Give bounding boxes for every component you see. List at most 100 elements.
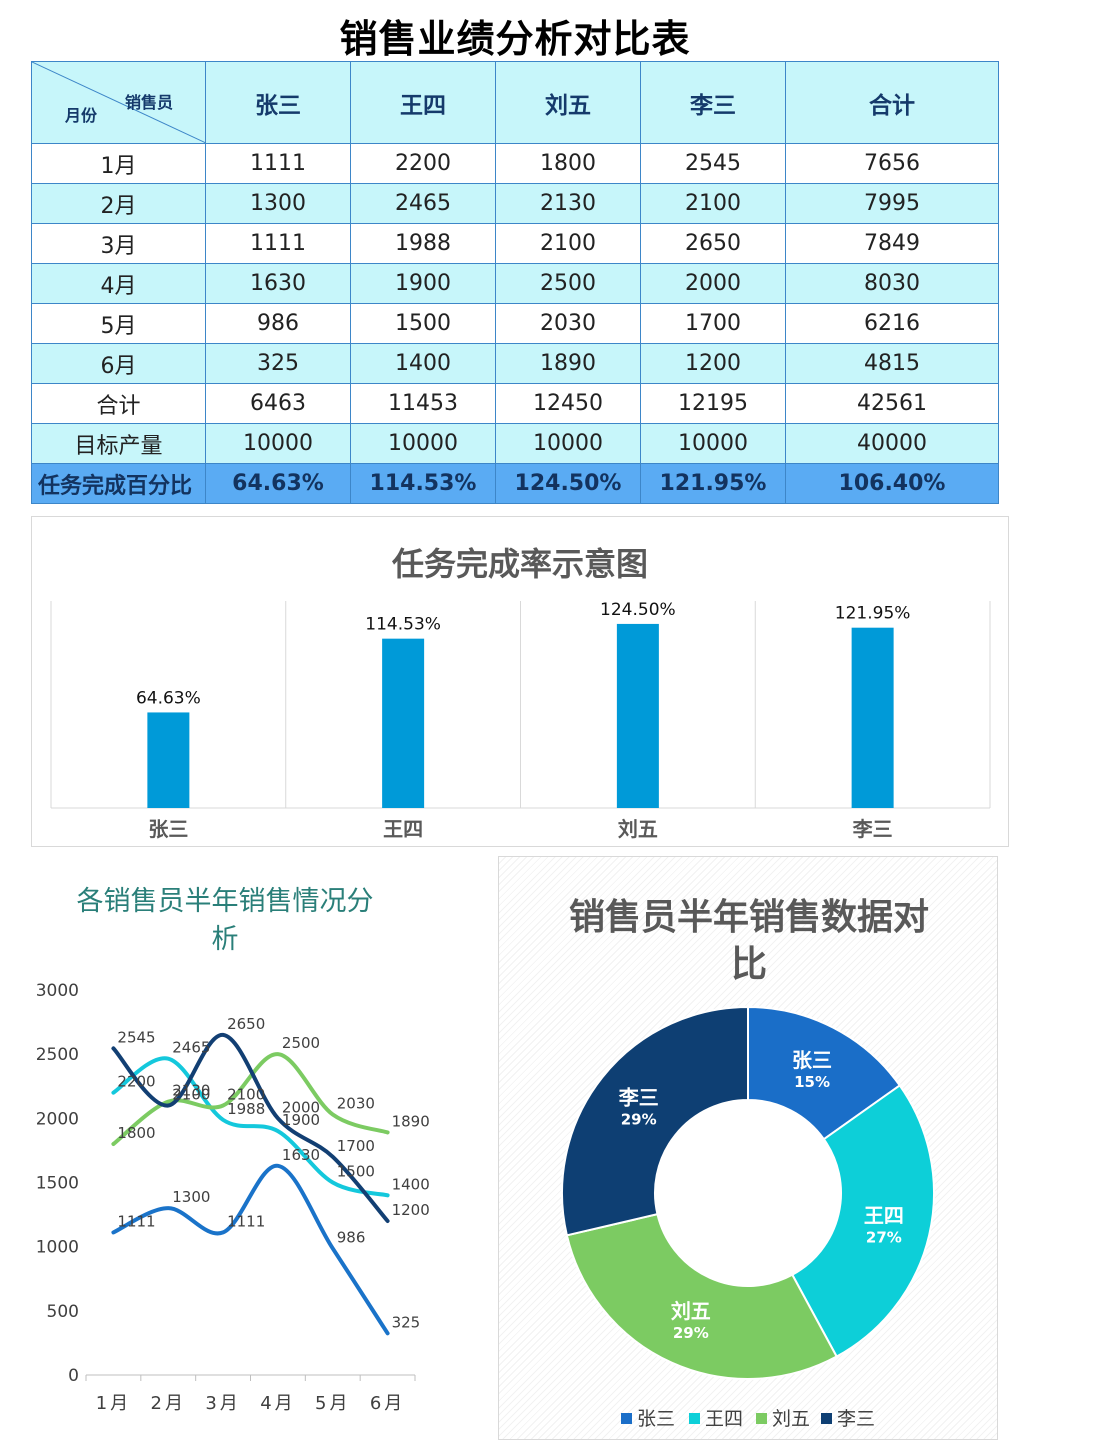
donut-slice-label: 张三 — [792, 1048, 832, 1072]
line-data-label: 1988 — [227, 1100, 265, 1118]
table-cell: 986 — [205, 303, 351, 344]
column-header: 李三 — [640, 61, 786, 144]
table-cell: 2030 — [495, 303, 641, 344]
column-header: 合计 — [785, 61, 999, 144]
donut-slice-percent: 29% — [621, 1110, 657, 1128]
table-cell: 1988 — [350, 223, 496, 264]
line-series — [111, 1032, 390, 1223]
bar-data-label: 114.53% — [365, 615, 441, 635]
table-cell: 12195 — [640, 383, 786, 424]
legend-swatch — [621, 1413, 632, 1424]
bar-data-label: 121.95% — [835, 604, 911, 624]
corner-label-month: 月份 — [65, 106, 98, 125]
legend-label: 王四 — [705, 1408, 743, 1430]
legend-label: 李三 — [837, 1408, 875, 1430]
table-row: 1月 1111 2200 1800 2545 7656 — [31, 143, 999, 184]
table-cell: 7849 — [785, 223, 999, 264]
line-data-label: 1630 — [282, 1146, 320, 1164]
donut-slice-label: 王四 — [864, 1204, 904, 1228]
table-cell: 1400 — [350, 343, 496, 384]
table-cell: 2100 — [640, 183, 786, 224]
column-header: 王四 — [350, 61, 496, 144]
table-cell: 40000 — [785, 423, 999, 464]
y-tick-label: 2000 — [36, 1109, 79, 1129]
row-label: 1月 — [31, 143, 206, 184]
line-series — [111, 1056, 390, 1198]
bar-category-label: 李三 — [852, 817, 893, 841]
x-tick-label: 4月 — [260, 1393, 295, 1414]
table-cell: 1890 — [495, 343, 641, 384]
y-tick-label: 0 — [68, 1366, 79, 1386]
line-data-label: 1111 — [227, 1212, 265, 1230]
table-row: 2月 1300 2465 2130 2100 7995 — [31, 183, 999, 224]
line-data-label: 1900 — [282, 1111, 320, 1129]
y-tick-label: 1000 — [36, 1238, 79, 1258]
donut-slice — [790, 1084, 935, 1358]
line-data-label: 1890 — [392, 1112, 430, 1130]
row-label: 2月 — [31, 183, 206, 224]
table-cell: 1800 — [495, 143, 641, 184]
x-tick-label: 5月 — [315, 1393, 350, 1414]
table-cell: 114.53% — [350, 463, 496, 504]
table-cell: 2200 — [350, 143, 496, 184]
bar-chart-title: 任务完成率示意图 — [392, 545, 648, 583]
table-cell: 2000 — [640, 263, 786, 304]
table-row-total: 合计 6463 11453 12450 12195 42561 — [31, 383, 999, 424]
line-data-label: 2030 — [337, 1094, 375, 1112]
table-cell: 2500 — [495, 263, 641, 304]
line-data-label: 2465 — [172, 1039, 210, 1057]
bar-category-label: 张三 — [148, 817, 188, 841]
table-cell: 6216 — [785, 303, 999, 344]
table-cell: 11453 — [350, 383, 496, 424]
donut-slice-percent: 27% — [866, 1229, 902, 1247]
table-cell: 2650 — [640, 223, 786, 264]
table-cell: 1630 — [205, 263, 351, 304]
line-data-label: 2100 — [227, 1086, 265, 1104]
table-cell: 6463 — [205, 383, 351, 424]
table-cell: 2545 — [640, 143, 786, 184]
bar — [147, 712, 190, 808]
bar — [851, 627, 894, 808]
table-cell: 7995 — [785, 183, 999, 224]
row-label: 4月 — [31, 263, 206, 304]
table-cell: 1300 — [205, 183, 351, 224]
line-data-label: 1200 — [392, 1201, 430, 1219]
table-row: 4月 1630 1900 2500 2000 8030 — [31, 263, 999, 304]
table-cell: 10000 — [640, 423, 786, 464]
column-header: 刘五 — [495, 61, 641, 144]
row-label: 目标产量 — [31, 423, 206, 464]
line-data-label: 1700 — [337, 1137, 375, 1155]
table-cell: 1111 — [205, 223, 351, 264]
corner-diagonal-line — [32, 62, 206, 143]
line-data-label: 2130 — [172, 1082, 210, 1100]
table-row: 3月 1111 1988 2100 2650 7849 — [31, 223, 999, 264]
donut-hole — [655, 1100, 841, 1286]
donut-chart-title-line2: 比 — [731, 944, 767, 985]
line-data-label: 1800 — [117, 1124, 155, 1142]
line-data-label: 2545 — [117, 1028, 155, 1046]
table-cell: 325 — [205, 343, 351, 384]
y-tick-label: 3000 — [36, 981, 79, 1001]
donut-slice-label: 刘五 — [671, 1299, 711, 1323]
line-data-label: 986 — [337, 1228, 366, 1246]
bar-chart: 任务完成率示意图 64.63% 张三 114.53% 王四 124.50% 刘五 121.95… — [50, 545, 991, 841]
y-tick-label: 1500 — [36, 1174, 79, 1194]
bar-data-label: 124.50% — [600, 600, 676, 620]
y-tick-label: 500 — [47, 1302, 79, 1322]
legend-label: 刘五 — [772, 1408, 810, 1430]
legend-swatch — [821, 1413, 832, 1424]
table-corner-cell: 销售员 月份 — [31, 61, 206, 144]
bar-category-label: 王四 — [383, 817, 423, 841]
line-data-label: 2650 — [227, 1015, 265, 1033]
table-cell: 1200 — [640, 343, 786, 384]
line-data-label: 1400 — [392, 1175, 430, 1193]
bar — [616, 623, 659, 808]
table-cell: 10000 — [495, 423, 641, 464]
table-cell: 121.95% — [640, 463, 786, 504]
row-label: 3月 — [31, 223, 206, 264]
legend-swatch — [689, 1413, 700, 1424]
table-cell: 2130 — [495, 183, 641, 224]
table-cell: 2465 — [350, 183, 496, 224]
table-cell: 10000 — [350, 423, 496, 464]
